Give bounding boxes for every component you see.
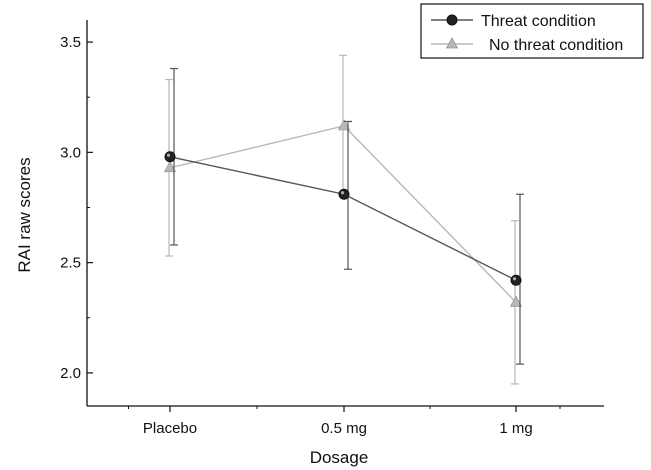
x-axis-title: Dosage [310, 448, 369, 467]
data-point [337, 119, 351, 131]
y-tick-label: 3.5 [60, 34, 81, 51]
legend-marker [445, 37, 459, 49]
x-tick-label: 0.5 mg [321, 420, 367, 437]
legend: Threat condition No threat condition [420, 3, 644, 59]
x-tick-label: 1 mg [499, 420, 532, 437]
data-point [163, 160, 177, 173]
data-point [338, 188, 350, 200]
legend-item-no-threat: No threat condition [431, 37, 623, 54]
y-tick-label: 2.0 [60, 365, 81, 382]
legend-label: No threat condition [489, 37, 623, 54]
legend-marker [446, 14, 458, 26]
data-point [510, 274, 522, 286]
series-no-threat [163, 54, 523, 385]
x-tick-label: Placebo [143, 420, 197, 437]
legend-item-threat: Threat condition [431, 13, 596, 30]
series-layer [163, 54, 524, 385]
y-tick-label: 3.0 [60, 144, 81, 161]
y-axis-title: RAI raw scores [15, 157, 34, 272]
y-tick-label: 2.5 [60, 255, 81, 272]
data-point-highlight [166, 153, 171, 157]
legend-label: Threat condition [481, 13, 596, 30]
axes: 2.0 2.5 3.0 3.5 Placebo 0.5 mg 1 mg [60, 20, 604, 437]
data-point [164, 151, 176, 163]
series-threat [164, 67, 524, 365]
data-point [509, 295, 523, 307]
legend-box [420, 3, 644, 59]
data-point-highlight [340, 191, 345, 195]
data-point-highlight [512, 277, 517, 281]
